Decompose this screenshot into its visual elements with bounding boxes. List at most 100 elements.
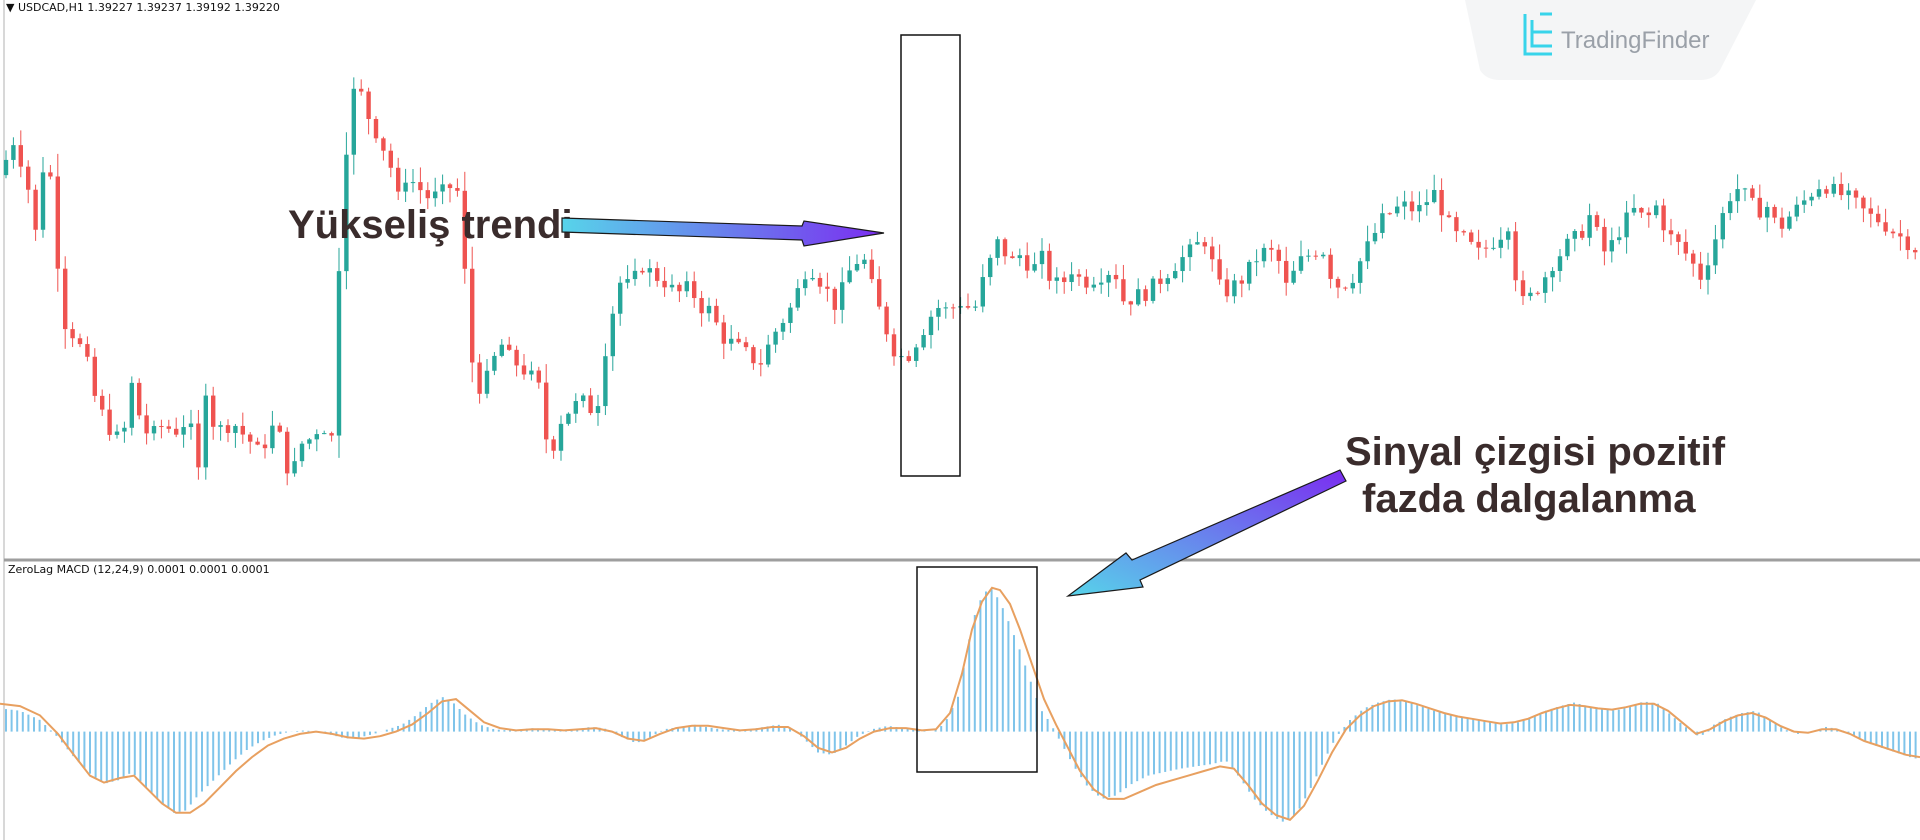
- candle-body: [1099, 282, 1104, 285]
- candle-body: [1698, 263, 1703, 280]
- candle-body: [1765, 206, 1770, 218]
- candle-body: [388, 150, 393, 168]
- candle-body: [159, 426, 164, 428]
- candle-body: [1158, 278, 1163, 284]
- candle-body: [1506, 231, 1511, 240]
- candle-body: [1631, 207, 1637, 213]
- candle-body: [33, 189, 38, 230]
- candle-body: [1454, 217, 1459, 232]
- candle-body: [1165, 278, 1170, 284]
- candle-body: [233, 425, 238, 433]
- candle-body: [1728, 201, 1733, 214]
- candle-body: [440, 184, 445, 192]
- candle-body: [1609, 240, 1614, 252]
- candle-body: [1720, 213, 1725, 240]
- candle-body: [847, 270, 852, 283]
- candles-layer: [3, 77, 1918, 486]
- candle-body: [558, 423, 564, 451]
- candle-body: [40, 172, 46, 230]
- candle-body: [262, 444, 268, 449]
- candle-body: [1069, 274, 1074, 283]
- candle-body: [1284, 260, 1289, 283]
- candle-body: [1742, 188, 1748, 190]
- candle-body: [3, 159, 9, 176]
- candle-body: [1047, 250, 1052, 281]
- candle-body: [1639, 207, 1644, 213]
- candle-body: [988, 257, 993, 278]
- candle-body: [492, 355, 497, 371]
- candle-body: [1543, 277, 1548, 293]
- macd-signal-line: [0, 586, 1920, 821]
- candle-body: [1002, 239, 1008, 257]
- candle-body: [1750, 188, 1755, 198]
- candle-body: [455, 188, 460, 191]
- candle-body: [1276, 249, 1281, 261]
- candle-body: [1054, 277, 1059, 281]
- candle-body: [662, 280, 667, 288]
- candle-body: [647, 268, 652, 273]
- candle-body: [884, 306, 889, 335]
- candle-body: [1594, 215, 1600, 227]
- candle-body: [936, 307, 941, 317]
- candle-body: [1365, 241, 1370, 262]
- candle-body: [1779, 217, 1785, 229]
- candle-body: [766, 344, 771, 365]
- candle-body: [521, 365, 527, 375]
- candle-body: [610, 313, 615, 357]
- candle-body: [92, 356, 97, 396]
- candle-body: [181, 427, 186, 435]
- uptrend-highlight-box: [900, 34, 961, 477]
- candle-body: [832, 288, 837, 310]
- candle-body: [1550, 270, 1555, 278]
- candle-body: [425, 190, 430, 199]
- candle-body: [470, 268, 475, 363]
- candle-body: [1350, 282, 1355, 289]
- candle-body: [285, 431, 290, 474]
- candle-body: [1106, 274, 1111, 283]
- candle-body: [1528, 292, 1533, 297]
- candle-body: [854, 264, 860, 271]
- candle-body: [1402, 201, 1407, 207]
- candle-body: [951, 307, 956, 309]
- candle-body: [566, 413, 571, 424]
- candle-body: [1535, 292, 1540, 294]
- candle-body: [943, 307, 948, 309]
- candle-body: [70, 329, 75, 339]
- candle-body: [551, 439, 556, 451]
- candle-body: [1691, 253, 1696, 264]
- candle-body: [1032, 264, 1037, 271]
- candle-body: [1661, 205, 1666, 231]
- candle-body: [869, 259, 874, 280]
- candle-body: [1291, 270, 1296, 283]
- candle-body: [484, 370, 490, 394]
- candle-body: [225, 425, 231, 433]
- candle-body: [196, 423, 201, 468]
- candle-body: [1809, 196, 1814, 201]
- candle-body: [1395, 206, 1400, 214]
- candle-body: [85, 344, 90, 357]
- candle-body: [1824, 189, 1829, 194]
- candle-body: [410, 182, 416, 184]
- candle-body: [1409, 201, 1415, 212]
- candle-body: [1868, 208, 1873, 214]
- candle-body: [1565, 238, 1570, 257]
- brand-name: TradingFinder: [1561, 27, 1710, 54]
- uptrend-label: Yükseliş trendi: [288, 203, 573, 247]
- candle-body: [329, 433, 334, 436]
- candle-body: [55, 176, 60, 269]
- candle-body: [803, 279, 808, 289]
- candle-body: [1668, 230, 1674, 235]
- candle-body: [1261, 247, 1267, 262]
- candle-body: [1846, 190, 1851, 196]
- macd-highlight-box: [916, 566, 1038, 773]
- candle-body: [26, 166, 31, 190]
- candle-body: [825, 286, 830, 289]
- candle-body: [692, 281, 697, 299]
- candle-body: [1461, 231, 1466, 233]
- candle-body: [114, 431, 120, 435]
- candle-body: [640, 270, 645, 273]
- candle-body: [1335, 278, 1341, 288]
- candle-body: [1113, 274, 1119, 280]
- candle-body: [544, 382, 549, 440]
